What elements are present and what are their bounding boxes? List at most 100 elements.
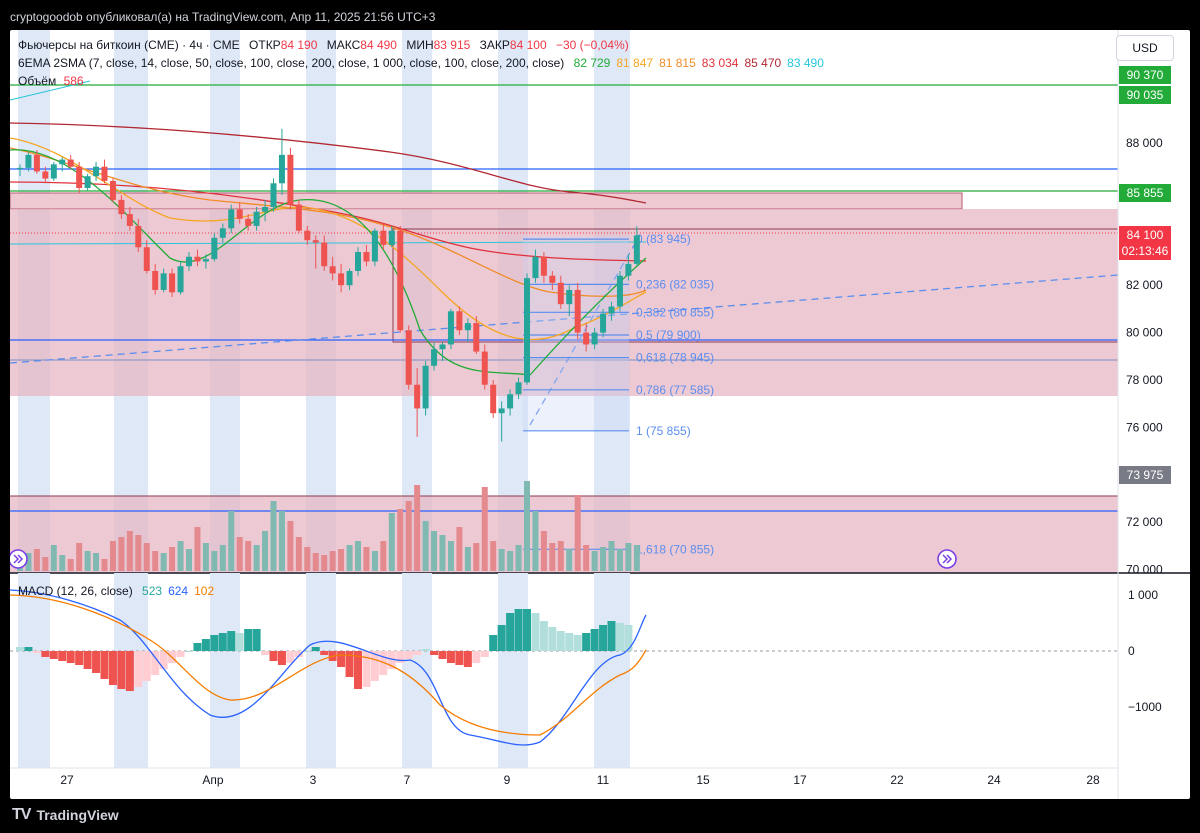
volume-bar bbox=[447, 541, 454, 571]
macd-histogram-bar bbox=[421, 649, 430, 651]
volume-bar bbox=[304, 547, 311, 571]
volume-bar bbox=[278, 511, 285, 571]
macd-line bbox=[10, 589, 647, 746]
candle-body bbox=[447, 311, 454, 345]
candle-body bbox=[253, 211, 260, 226]
candle-body bbox=[388, 230, 395, 245]
macd-axis[interactable]: 1 000 0 −1000 bbox=[1128, 588, 1162, 714]
ma-title[interactable]: 6EMA 2SMA (7, close, 14, close, 50, clos… bbox=[18, 56, 565, 70]
volume-bar bbox=[109, 541, 116, 571]
volume-label[interactable]: Объём bbox=[18, 74, 57, 88]
time-tick: 17 bbox=[793, 773, 807, 787]
price-axis[interactable]: 88 000 82 000 80 000 78 000 76 000 72 000 70 0… bbox=[1126, 136, 1163, 577]
candle-body bbox=[42, 171, 49, 179]
currency-button[interactable]: USD bbox=[1116, 35, 1174, 61]
macd-histogram-bar bbox=[599, 625, 608, 651]
volume-bar bbox=[566, 549, 573, 571]
candle-body bbox=[262, 206, 269, 212]
volume-bar bbox=[169, 547, 176, 571]
macd-histogram-bar bbox=[49, 651, 58, 659]
volume-bar bbox=[608, 541, 615, 571]
price-tick: 82 000 bbox=[1126, 278, 1163, 292]
candle-body bbox=[118, 199, 125, 215]
fib-level-label: 0,382 (80 855) bbox=[636, 305, 714, 319]
volume-bar bbox=[219, 545, 226, 571]
macd-histogram-bar bbox=[345, 651, 354, 677]
macd-histogram-bar bbox=[294, 651, 303, 657]
macd-histogram-bar bbox=[565, 633, 574, 651]
price-tag: 73 975 bbox=[1119, 466, 1171, 484]
fib-level-label: 1,618 (70 855) bbox=[636, 542, 714, 556]
volume-value: 586 bbox=[63, 74, 84, 88]
volume-bar bbox=[524, 481, 530, 571]
high-label: МАКС bbox=[326, 38, 361, 52]
macd-histogram-bar bbox=[210, 635, 219, 651]
volume-bar bbox=[33, 549, 40, 571]
macd-histogram-bar bbox=[573, 635, 582, 651]
candle-body bbox=[346, 270, 353, 286]
time-axis[interactable]: 27 Апр 3 7 9 11 15 17 22 24 28 bbox=[60, 773, 1100, 787]
volume-bar bbox=[186, 549, 192, 571]
volume-bar bbox=[228, 511, 235, 571]
fib-level-label: 0,5 (79 900) bbox=[636, 328, 701, 342]
candle-body bbox=[566, 289, 573, 305]
macd-histogram-bar bbox=[514, 609, 523, 651]
candle-body bbox=[295, 204, 302, 231]
volume-bar bbox=[236, 537, 243, 571]
candle-body bbox=[143, 247, 150, 271]
candle-body bbox=[600, 313, 607, 333]
time-tick: 22 bbox=[890, 773, 904, 787]
session-band bbox=[18, 573, 50, 768]
candle-body bbox=[202, 259, 209, 262]
volume-bar bbox=[431, 531, 438, 571]
volume-bar bbox=[591, 551, 598, 571]
price-tick: 88 000 bbox=[1126, 136, 1163, 150]
volume-bar bbox=[422, 521, 429, 571]
price-tag: 90 035 bbox=[1119, 86, 1171, 104]
candle-body bbox=[312, 240, 319, 243]
fib-level-label: 1 (75 855) bbox=[636, 424, 691, 438]
macd-histogram-bar bbox=[142, 651, 151, 681]
chart-canvas[interactable]: 0 (83 945) 0,236 (82 035) 0,382 (80 855) 0,… bbox=[10, 30, 1190, 799]
macd-histogram-bar bbox=[387, 651, 396, 669]
macd-histogram-bar bbox=[218, 633, 227, 651]
volume-bar bbox=[371, 551, 378, 571]
macd-histogram-bar bbox=[134, 651, 143, 687]
macd-histogram-bar bbox=[590, 629, 599, 651]
macd-histogram-bar bbox=[548, 627, 557, 651]
macd-histogram-bar bbox=[455, 651, 464, 665]
candle-body bbox=[557, 282, 564, 305]
candle-body bbox=[464, 323, 471, 331]
volume-bar bbox=[67, 559, 74, 571]
volume-bar bbox=[152, 551, 159, 571]
scroll-back-icon[interactable] bbox=[10, 549, 28, 569]
macd-histogram-bar bbox=[185, 651, 193, 652]
candle-body bbox=[278, 154, 285, 184]
candle-body bbox=[574, 289, 581, 333]
session-band bbox=[402, 573, 432, 768]
volume-bar bbox=[329, 551, 336, 571]
candle-body bbox=[473, 323, 480, 352]
candle-body bbox=[540, 256, 547, 276]
candle-body bbox=[109, 180, 116, 200]
candle-body bbox=[177, 266, 184, 293]
candle-body bbox=[431, 349, 438, 366]
volume-bar bbox=[633, 545, 640, 571]
signal-line bbox=[10, 594, 647, 736]
time-tick: 15 bbox=[696, 773, 710, 787]
macd-histogram-bar bbox=[75, 651, 84, 665]
time-tick: 3 bbox=[310, 773, 317, 787]
publisher-bar: cryptogoodob опубликовал(а) на TradingVi… bbox=[0, 0, 1200, 30]
price-tick: 76 000 bbox=[1126, 420, 1163, 434]
tradingview-logo-icon: TV bbox=[12, 806, 31, 823]
price-tag: 84 100 bbox=[1119, 226, 1171, 244]
candle-body bbox=[152, 270, 159, 290]
scroll-forward-icon[interactable] bbox=[937, 549, 957, 569]
macd-histogram-bar bbox=[556, 631, 565, 651]
macd-title[interactable]: MACD (12, 26, close) bbox=[18, 584, 133, 598]
symbol-title[interactable]: Фьючерсы на биткоин (CME) · 4ч · CME bbox=[18, 38, 240, 52]
time-tick: 11 bbox=[597, 773, 610, 787]
macd-histogram-bar bbox=[489, 635, 498, 651]
volume-bar bbox=[177, 541, 184, 571]
time-tick: 27 bbox=[60, 773, 74, 787]
